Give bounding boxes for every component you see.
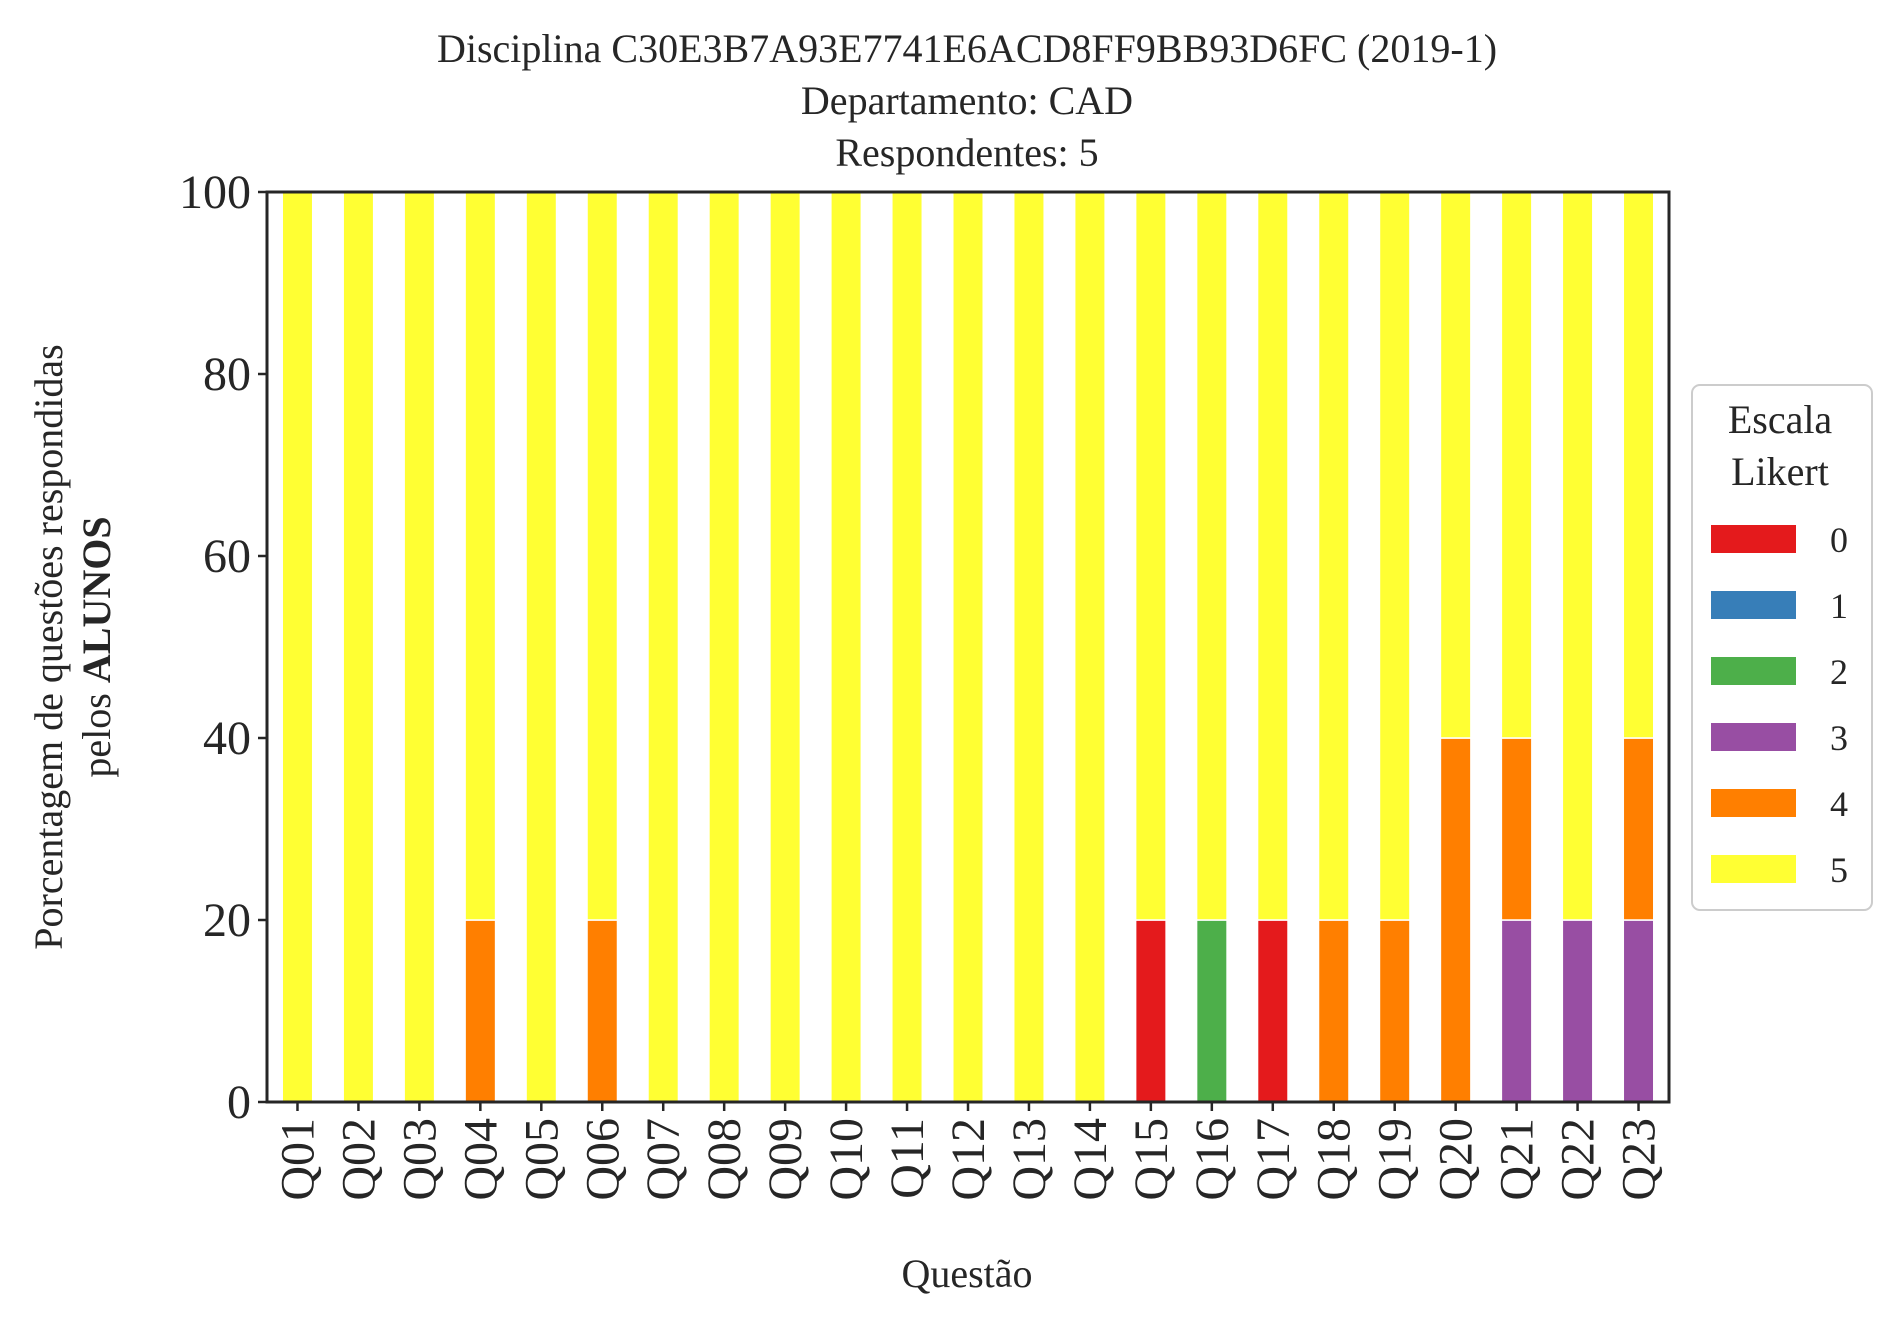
bar-Q20-4 <box>1439 737 1472 1103</box>
bar-Q16-2 <box>1195 919 1228 1103</box>
bar-Q16-5 <box>1195 191 1228 921</box>
x-tick-label-Q08: Q08 <box>698 1118 751 1201</box>
bar-Q08-5 <box>708 191 741 1103</box>
x-tick-label-Q21: Q21 <box>1491 1118 1544 1201</box>
bar-Q04-5 <box>464 191 497 921</box>
x-tick-label-Q06: Q06 <box>576 1118 629 1201</box>
x-axis: Q01 Q02 Q03 Q04 Q05 Q06 Q07 Q08 Q09 Q10 Q11 Q12 Q13 Q… <box>271 1102 1666 1201</box>
legend-label-5: 5 <box>1830 850 1848 890</box>
legend-swatch-1 <box>1711 591 1796 619</box>
y-axis-label-bold: ALUNOS <box>74 516 119 683</box>
bar-Q17-0 <box>1256 919 1289 1103</box>
x-tick-label-Q04: Q04 <box>454 1118 507 1201</box>
legend-swatch-3 <box>1711 723 1796 751</box>
y-axis-label-line-1: Porcentagem de questões respondidas <box>26 344 71 949</box>
x-tick-label-Q03: Q03 <box>393 1118 446 1201</box>
x-tick-label-Q15: Q15 <box>1125 1118 1178 1201</box>
bar-Q18-5 <box>1317 191 1350 921</box>
title-line-1: Disciplina C30E3B7A93E7741E6ACD8FF9BB93D… <box>437 26 1497 71</box>
legend-label-1: 1 <box>1830 586 1848 626</box>
bar-Q15-0 <box>1134 919 1167 1103</box>
bar-Q17-5 <box>1256 191 1289 921</box>
x-tick-label-Q20: Q20 <box>1430 1118 1483 1201</box>
x-tick-label-Q11: Q11 <box>881 1118 934 1199</box>
chart-title: Disciplina C30E3B7A93E7741E6ACD8FF9BB93D… <box>437 26 1497 175</box>
bar-Q23-5 <box>1622 191 1655 739</box>
y-tick-label-0: 0 <box>227 1076 251 1129</box>
x-tick-label-Q18: Q18 <box>1308 1118 1361 1201</box>
x-tick-label-Q17: Q17 <box>1247 1118 1300 1201</box>
legend-box <box>1691 384 1873 911</box>
x-tick-label-Q13: Q13 <box>1003 1118 1056 1201</box>
bar-Q06-4 <box>586 919 619 1103</box>
y-tick-label-80: 80 <box>203 348 251 401</box>
bar-Q18-4 <box>1317 919 1350 1103</box>
bar-Q06-5 <box>586 191 619 921</box>
legend-swatch-0 <box>1711 525 1796 553</box>
bar-Q23-4 <box>1622 737 1655 921</box>
bar-Q02-5 <box>342 191 375 1103</box>
legend-label-0: 0 <box>1830 520 1848 560</box>
bar-Q22-5 <box>1561 191 1594 921</box>
y-tick-label-40: 40 <box>203 712 251 765</box>
bar-Q12-5 <box>952 191 984 1103</box>
bar-Q21-3 <box>1500 919 1533 1103</box>
x-tick-label-Q16: Q16 <box>1186 1118 1239 1201</box>
bar-Q03-5 <box>403 191 436 1103</box>
legend-title-line-2: Likert <box>1731 449 1829 494</box>
x-tick-label-Q01: Q01 <box>271 1118 324 1201</box>
y-axis-label-prefix: pelos <box>74 683 119 777</box>
bar-Q04-4 <box>464 919 497 1103</box>
bar-Q21-4 <box>1500 737 1533 921</box>
x-tick-label-Q07: Q07 <box>637 1118 690 1201</box>
x-tick-label-Q22: Q22 <box>1552 1118 1605 1201</box>
bar-Q13-5 <box>1012 191 1045 1103</box>
x-tick-label-Q10: Q10 <box>820 1118 873 1201</box>
x-axis-label: Questão <box>901 1251 1032 1296</box>
x-tick-label-Q14: Q14 <box>1064 1118 1117 1201</box>
title-line-2: Departamento: CAD <box>801 78 1133 123</box>
bar-Q19-5 <box>1378 191 1411 921</box>
bar-Q14-5 <box>1073 191 1106 1103</box>
y-axis: 0 20 40 60 80 100 <box>179 166 267 1129</box>
bar-Q10-5 <box>830 191 863 1103</box>
x-tick-label-Q23: Q23 <box>1613 1118 1666 1201</box>
x-tick-label-Q02: Q02 <box>332 1118 385 1201</box>
y-axis-label: Porcentagem de questões respondidas pelo… <box>26 344 119 949</box>
legend-title-line-1: Escala <box>1728 397 1833 442</box>
x-tick-label-Q19: Q19 <box>1369 1118 1422 1201</box>
bar-Q05-5 <box>525 191 558 1103</box>
bars-layer <box>281 191 1655 1103</box>
legend: Escala Likert 0 1 2 3 4 5 <box>1691 384 1873 911</box>
y-tick-label-100: 100 <box>179 166 251 219</box>
legend-swatch-4 <box>1711 789 1796 817</box>
legend-swatch-2 <box>1711 657 1796 685</box>
plot-frame <box>265 190 1671 1104</box>
y-tick-label-60: 60 <box>203 530 251 583</box>
bar-Q11-5 <box>891 191 924 1103</box>
legend-label-4: 4 <box>1830 784 1848 824</box>
y-tick-label-20: 20 <box>203 894 251 947</box>
bar-Q21-5 <box>1500 191 1533 739</box>
bar-Q19-4 <box>1378 919 1411 1103</box>
bar-Q23-3 <box>1622 919 1655 1103</box>
x-tick-label-Q05: Q05 <box>515 1118 568 1201</box>
bar-Q07-5 <box>647 191 680 1103</box>
bar-Q22-3 <box>1561 919 1594 1103</box>
bar-Q20-5 <box>1439 191 1472 739</box>
bar-Q15-5 <box>1134 191 1167 921</box>
bar-Q01-5 <box>281 191 314 1103</box>
legend-swatch-5 <box>1711 855 1796 883</box>
x-tick-label-Q09: Q09 <box>759 1118 812 1201</box>
x-tick-label-Q12: Q12 <box>942 1118 995 1201</box>
legend-label-3: 3 <box>1830 718 1848 758</box>
legend-label-2: 2 <box>1830 652 1848 692</box>
title-line-3: Respondentes: 5 <box>835 130 1098 175</box>
y-axis-label-line-2: pelos ALUNOS <box>74 516 119 777</box>
bar-Q09-5 <box>769 191 802 1103</box>
legend-items: 0 1 2 3 4 5 <box>1711 520 1848 890</box>
